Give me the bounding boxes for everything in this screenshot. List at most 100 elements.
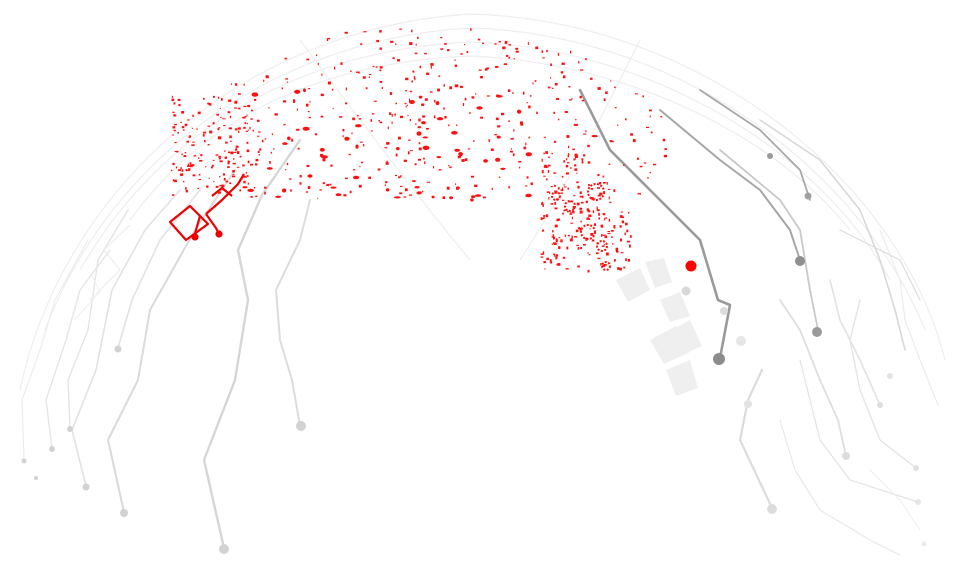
red-speckle [464,97,467,101]
red-speckle [386,142,390,145]
red-speckle [305,103,309,107]
red-speckle [418,118,421,122]
red-speckle [542,251,545,254]
red-speckle [409,42,413,45]
red-speckle [625,118,627,121]
red-speckle [563,209,566,212]
red-speckle [564,200,576,212]
left-circuit-traces [21,138,311,550]
red-speckle [392,57,395,60]
red-speckle [541,229,545,232]
red-speckle [358,184,362,188]
red-speckle [637,192,640,195]
red-speckle [569,238,573,242]
red-speckle [319,153,324,158]
red-speckle [193,155,197,157]
red-speckle [587,161,591,164]
red-speckle [208,177,210,179]
red-speckle [351,132,353,135]
red-speckle [561,187,564,191]
red-speckle [303,88,306,93]
red-speckle [443,84,445,87]
red-speckle [282,188,287,193]
red-speckle [181,169,184,172]
red-speckle [398,176,401,179]
red-speckle [430,91,433,93]
red-speckle [568,86,571,88]
red-speckle [547,170,550,173]
right-circuit-nodes [681,153,927,547]
red-speckle [558,118,560,121]
red-speckle [358,118,362,120]
red-speckle [469,112,471,114]
red-speckle [574,164,577,167]
red-speckle [549,261,553,264]
red-speckle [225,141,228,144]
red-speckle [399,192,403,195]
red-speckle [578,227,581,230]
red-speckle [482,42,484,44]
red-speckle [551,87,554,89]
red-speckle [577,265,580,268]
red-speckle [562,212,564,215]
red-speckle [307,111,310,113]
red-speckle [604,235,608,239]
red-speckle [389,92,393,95]
red-speckle [172,134,174,136]
red-speckle [219,160,223,163]
red-speckle [543,261,547,264]
red-speckle [448,165,450,167]
red-speckle [291,138,294,142]
red-speckle [258,154,260,156]
red-speckle [215,154,219,156]
red-speckle [386,160,388,164]
red-speckle [322,182,326,185]
red-speckle [171,98,175,102]
red-speckle [580,69,584,71]
red-speckle [496,135,501,139]
red-speckle [576,244,579,246]
red-speckle [515,47,519,50]
red-speckle [454,64,458,67]
red-speckle [536,111,538,114]
red-speckle [192,141,195,143]
red-speckle [566,210,569,213]
red-speckle [237,151,240,154]
red-speckle [229,135,232,139]
red-speckle [598,182,602,185]
red-speckle [211,164,214,167]
red-speckle [601,245,605,247]
red-speckle [456,186,460,190]
red-speckle [395,43,397,46]
red-speckle [556,97,559,100]
red-speckle [219,184,222,187]
red-speckle [525,152,532,157]
red-speckle [239,155,241,158]
red-speckle [475,93,477,95]
red-speckle [188,136,190,138]
red-speckle [251,92,259,97]
red-speckle [602,234,606,236]
red-speckle [603,182,606,184]
red-speckle [605,91,608,94]
red-speckle [424,161,426,165]
red-speckle-field [170,28,668,273]
red-speckle [339,116,343,118]
red-accent-dot [685,260,697,272]
red-speckle [614,107,617,109]
red-speckle [385,188,390,192]
red-speckle [433,115,436,119]
red-speckle [391,114,393,117]
red-speckle [363,31,367,33]
red-speckle [233,151,237,153]
red-speckle [527,42,529,45]
red-speckle [570,50,572,54]
red-speckle [379,121,383,124]
red-speckle [252,129,254,132]
red-speckle [228,127,232,130]
red-speckle [601,234,603,237]
red-speckle [620,211,623,213]
red-speckle [202,133,205,137]
red-speckle [543,152,545,155]
red-speckle [571,98,573,100]
